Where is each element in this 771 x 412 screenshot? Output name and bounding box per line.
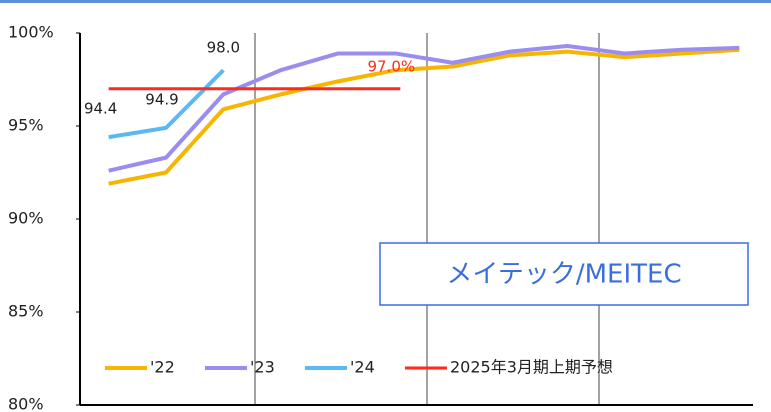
legend-label: '24 [350, 358, 375, 377]
value-label: 97.0% [368, 57, 416, 75]
series-line [108, 47, 740, 186]
legend-label: '23 [250, 358, 275, 377]
y-tick-label: 80% [8, 395, 44, 412]
watermark: メイテック/MEITEC [446, 260, 681, 290]
top-strip [0, 0, 771, 3]
y-tick-label: 85% [8, 302, 44, 321]
value-label: 94.4 [84, 100, 117, 118]
value-label: 94.9 [145, 90, 178, 108]
y-tick-label: 100% [8, 23, 54, 42]
value-label: 98.0 [207, 39, 240, 57]
legend-label: '22 [150, 358, 175, 377]
watermark-box [379, 242, 749, 306]
y-tick-label: 95% [8, 116, 44, 135]
series-line [108, 44, 740, 173]
y-tick-label: 90% [8, 209, 44, 228]
legend-label: 2025年3月期上期予想 [450, 358, 613, 377]
